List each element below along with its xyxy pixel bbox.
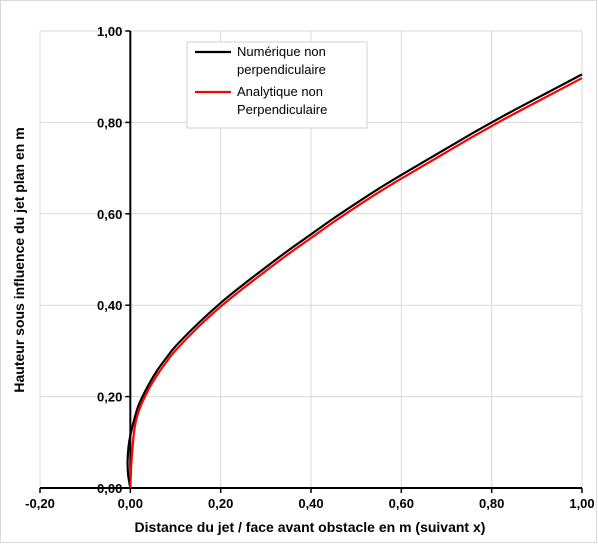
x-tick-label: 0,20 — [208, 496, 233, 511]
legend-box — [186, 41, 368, 129]
y-tick-label: 0,40 — [97, 298, 122, 313]
x-axis-title: Distance du jet / face avant obstacle en… — [135, 519, 486, 535]
series-layer — [126, 73, 583, 489]
x-tick-label: 0,80 — [479, 496, 504, 511]
tick-labels: -0,20 0,00 0,20 0,40 0,60 0,80 1,00 0,00 0,20 0,4… — [25, 24, 594, 511]
x-tick-label: 0,00 — [118, 496, 143, 511]
x-tick-label: 0,60 — [389, 496, 414, 511]
y-tick-label: 0,60 — [97, 207, 122, 222]
y-tick-label: 1,00 — [97, 24, 122, 39]
legend-label-0: Numérique non — [237, 44, 326, 59]
y-axis-title: Hauteur sous influence du jet plan en m — [11, 127, 27, 392]
y-tick-label: 0,80 — [97, 115, 122, 130]
x-tick-label: 1,00 — [569, 496, 594, 511]
legend-label-1: Analytique non — [237, 84, 323, 99]
y-tick-label: 0,20 — [97, 390, 122, 405]
series-line-0 — [126, 73, 583, 489]
legend: Numérique non perpendiculaire Analytique n… — [186, 41, 368, 129]
legend-label-0: perpendiculaire — [237, 62, 326, 77]
x-tick-label: 0,40 — [298, 496, 323, 511]
y-tick-label: 0,00 — [97, 481, 122, 496]
series-line-1 — [129, 77, 583, 489]
legend-label-1: Perpendiculaire — [237, 102, 327, 117]
x-tick-label: -0,20 — [25, 496, 55, 511]
